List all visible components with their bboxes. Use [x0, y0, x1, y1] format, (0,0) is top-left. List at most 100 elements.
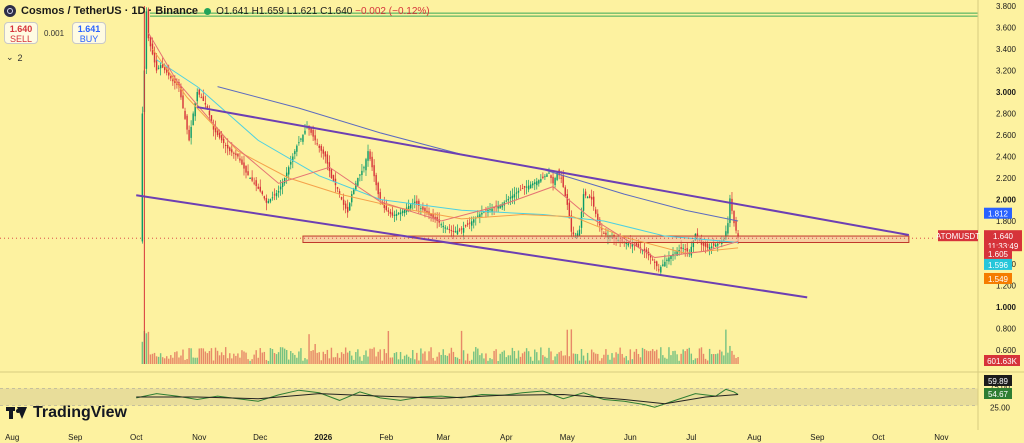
candle-body	[373, 165, 375, 177]
candle-body	[597, 213, 599, 221]
volume-bar	[182, 349, 184, 364]
channel-upper-line	[197, 106, 910, 236]
volume-bar	[466, 353, 469, 364]
price-tick-label: 2.400	[996, 153, 1017, 162]
volume-bar	[454, 356, 457, 364]
candle-body	[485, 209, 487, 211]
volume-bar	[141, 341, 144, 364]
buy-button[interactable]: 1.641 BUY	[72, 22, 106, 44]
volume-bar	[214, 347, 217, 364]
volume-bar	[662, 355, 664, 364]
time-tick-label: Jun	[624, 433, 637, 442]
volume-bar	[294, 354, 296, 364]
volume-bar	[393, 353, 396, 364]
candle-body	[601, 228, 603, 230]
time-tick-label: Mar	[436, 433, 450, 442]
candle-body	[464, 225, 467, 227]
candle-body	[349, 203, 351, 211]
volume-bar	[357, 349, 359, 364]
candle-body	[283, 178, 286, 184]
candle-body	[253, 182, 255, 184]
volume-bar	[517, 350, 520, 364]
candle-body	[554, 178, 556, 186]
candle-body	[371, 156, 373, 168]
volume-bar	[727, 352, 729, 364]
volume-bar	[617, 353, 619, 364]
candle-body	[501, 203, 503, 208]
candle-body	[729, 198, 731, 223]
ma-blue-price-tag-bg	[984, 207, 1012, 219]
volume-bar	[521, 353, 524, 364]
volume-bar	[462, 350, 465, 364]
volume-bar	[717, 353, 719, 364]
rsi-tick-label: 75.00	[990, 382, 1011, 391]
volume-bar	[155, 356, 158, 364]
candle-body	[627, 243, 629, 246]
candle-body	[471, 221, 473, 226]
chevron-down-icon: ⌄	[6, 52, 14, 62]
volume-bar	[275, 354, 278, 364]
candle-body	[513, 194, 516, 198]
candle-body	[227, 144, 229, 149]
volume-bar	[361, 360, 363, 364]
candle-body	[582, 194, 585, 211]
candle-body	[395, 214, 398, 217]
candle-body	[527, 185, 530, 190]
volume-tag: 601.63K	[987, 357, 1017, 366]
volume-bar	[660, 347, 662, 364]
volume-bar	[227, 358, 229, 364]
volume-bar	[631, 359, 634, 364]
indicators-toggle[interactable]: ⌄ 2	[6, 52, 23, 63]
price-tick-label: 0.800	[996, 325, 1017, 334]
volume-bar	[656, 349, 658, 364]
symbol-header[interactable]: Cosmos / TetherUS · 1D · Binance O1.641 …	[4, 4, 430, 18]
volume-bar	[273, 352, 276, 364]
candle-body	[324, 151, 327, 157]
symbol-price-tag: ATOMUSDT	[936, 232, 980, 241]
time-tick-label: Oct	[872, 433, 885, 442]
volume-bar	[712, 354, 715, 364]
volume-bar	[184, 359, 186, 364]
candle-body	[172, 79, 174, 82]
symbol-title[interactable]: Cosmos / TetherUS · 1D · Binance	[21, 5, 199, 17]
volume-bar	[200, 348, 203, 364]
candle-body	[477, 215, 479, 217]
volume-bar	[649, 350, 652, 364]
candle-body	[330, 169, 333, 178]
candle-body	[399, 212, 402, 215]
volume-bar	[475, 347, 477, 364]
candle-body	[190, 126, 192, 138]
volume-bar	[511, 347, 514, 364]
time-tick-label: Oct	[130, 433, 143, 442]
candle-body	[625, 242, 627, 244]
candle-body	[245, 165, 247, 173]
candle-body	[688, 253, 690, 255]
rsi-line	[136, 388, 739, 408]
volume-bar	[706, 360, 709, 364]
candle-body	[369, 151, 371, 160]
volume-bar	[674, 350, 676, 364]
candle-body	[456, 230, 459, 235]
volume-bar	[349, 350, 351, 364]
candle-body	[521, 188, 524, 190]
time-tick-label: May	[560, 433, 575, 442]
volume-bar	[229, 353, 231, 364]
volume-bar	[222, 355, 225, 364]
volume-bar	[410, 358, 412, 364]
ma-red-line	[147, 32, 739, 259]
sell-button[interactable]: 1.640 SELL	[4, 22, 38, 44]
tradingview-logo[interactable]: TradingView	[6, 404, 127, 422]
ma-orange-price-tag-bg	[984, 272, 1012, 284]
price-tick-label: 1.000	[996, 303, 1017, 312]
volume-bar	[367, 356, 369, 364]
volume-bar	[328, 358, 331, 364]
candle-body	[436, 217, 438, 221]
candle-body	[733, 210, 735, 224]
ma-blue-line	[217, 86, 739, 222]
volume-bar	[420, 348, 422, 364]
volume-bar	[601, 358, 603, 364]
candle-body	[680, 247, 682, 249]
candle-body	[416, 200, 418, 204]
candle-body	[182, 95, 184, 109]
